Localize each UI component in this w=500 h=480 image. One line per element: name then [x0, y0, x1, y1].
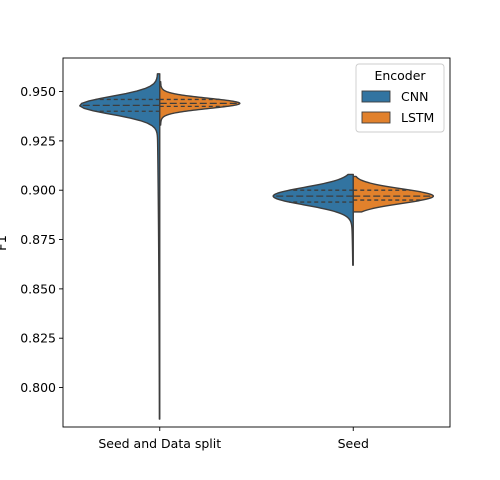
y-tick-label: 0.875 — [20, 232, 56, 247]
violin-half-lstm — [352, 175, 435, 213]
y-tick-label: 0.800 — [20, 380, 56, 395]
y-tick-label: 0.950 — [20, 84, 56, 99]
violin-half-cnn — [272, 173, 354, 266]
legend-title: Encoder — [374, 68, 426, 83]
y-tick-label: 0.850 — [20, 281, 56, 296]
violin-half-cnn — [79, 73, 161, 420]
y-axis-label: F1 — [0, 235, 10, 251]
x-tick-label: Seed — [338, 436, 369, 451]
quartile-lines — [79, 98, 434, 203]
legend: Encoder CNN LSTM — [355, 63, 445, 133]
x-tick-label: Seed and Data split — [98, 436, 221, 451]
legend-swatch-lstm — [361, 111, 391, 124]
plot-frame — [62, 57, 451, 428]
y-tick-label: 0.925 — [20, 133, 56, 148]
y-axis: 0.800 0.825 0.850 0.875 0.900 0.925 0.950 — [20, 84, 63, 395]
legend-label-cnn: CNN — [401, 89, 428, 104]
x-axis: Seed and Data split Seed — [98, 427, 369, 451]
y-tick-label: 0.900 — [20, 183, 56, 198]
y-tick-label: 0.825 — [20, 331, 56, 346]
legend-swatch-cnn — [361, 90, 391, 103]
legend-label-lstm: LSTM — [401, 110, 434, 125]
